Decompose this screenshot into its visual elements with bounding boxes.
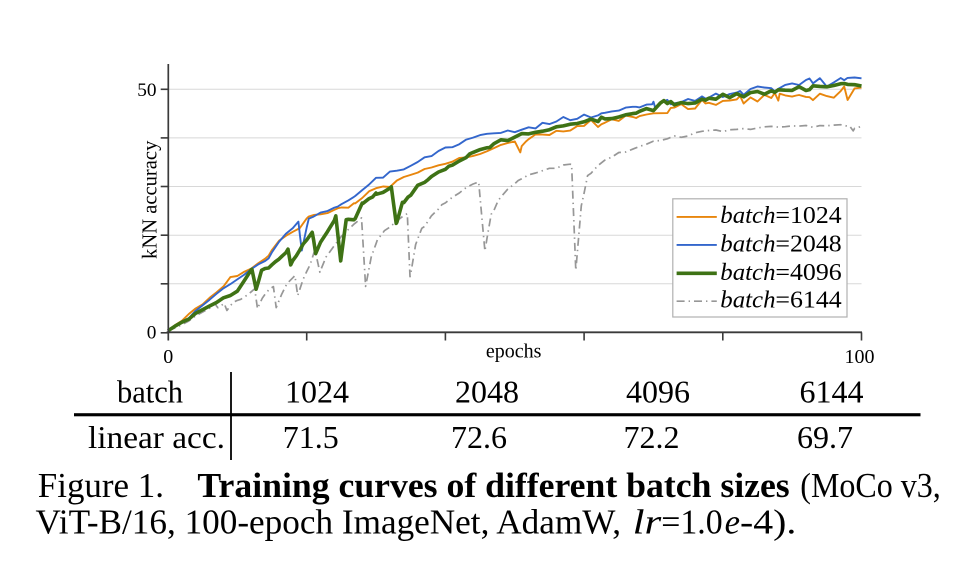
svg-text:batch=1024: batch=1024: [720, 203, 841, 229]
svg-text:6144: 6144: [800, 373, 864, 409]
svg-text:linear acc.: linear acc.: [88, 419, 225, 455]
svg-text:2048: 2048: [455, 373, 519, 409]
svg-text:72.6: 72.6: [451, 419, 507, 455]
svg-text:Figure 1.Training curves of di: Figure 1. Training curves of different ba…: [38, 466, 941, 505]
svg-text:100: 100: [845, 346, 875, 368]
svg-text:50: 50: [137, 80, 156, 101]
svg-text:batch=4096: batch=4096: [720, 260, 841, 286]
svg-text:batch=6144: batch=6144: [720, 288, 841, 314]
svg-text:72.2: 72.2: [624, 419, 680, 455]
svg-text:ViT-B/16, 100-epoch ImageNet,: ViT-B/16, 100-epoch ImageNet, AdamW, lr=1…: [36, 503, 797, 542]
svg-text:epochs: epochs: [486, 341, 542, 363]
svg-text:1024: 1024: [285, 373, 349, 409]
svg-text:batch=2048: batch=2048: [720, 231, 841, 257]
svg-text:69.7: 69.7: [797, 419, 853, 455]
svg-text:4096: 4096: [626, 373, 690, 409]
svg-text:0: 0: [163, 346, 173, 368]
svg-text:0: 0: [147, 322, 157, 343]
svg-text:71.5: 71.5: [283, 419, 339, 455]
svg-text:kNN accuracy: kNN accuracy: [140, 140, 162, 259]
svg-text:batch: batch: [117, 373, 183, 409]
